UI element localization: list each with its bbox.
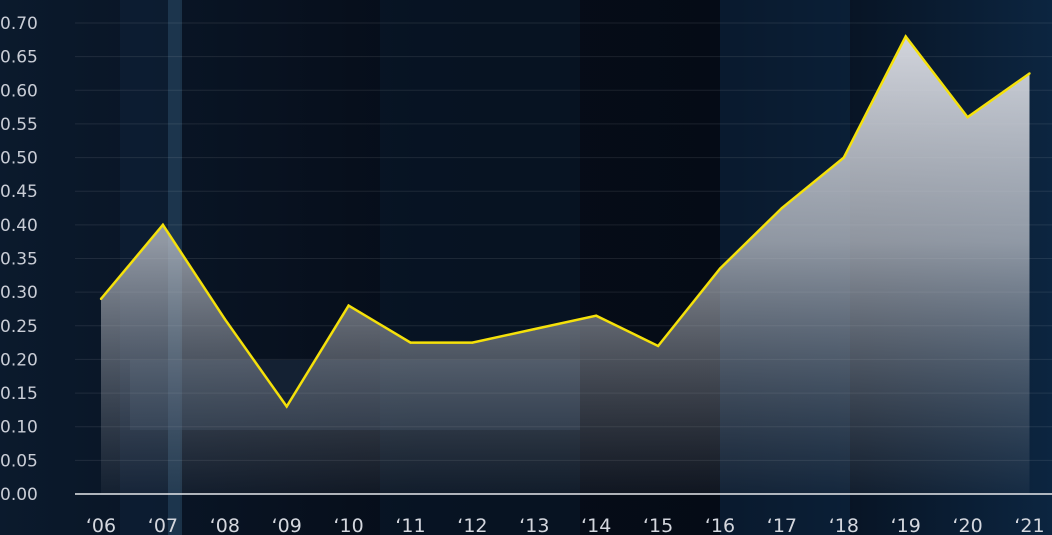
x-tick-label: ‘12 [457, 515, 487, 535]
x-tick-label: ‘11 [395, 515, 425, 535]
x-tick-label: ‘16 [705, 515, 735, 535]
x-tick-label: ‘15 [643, 515, 673, 535]
y-tick-label: 0.40 [0, 216, 38, 236]
y-tick-label: 0.10 [0, 418, 38, 438]
y-tick-label: 0.35 [0, 250, 38, 270]
data-point [595, 314, 598, 317]
x-tick-label: ‘10 [333, 515, 363, 535]
data-point [904, 35, 907, 38]
y-tick-label: 0.50 [0, 149, 38, 169]
x-tick-label: ‘06 [86, 515, 116, 535]
x-tick-label: ‘17 [767, 515, 797, 535]
y-tick-label: 0.65 [0, 48, 38, 68]
data-point [285, 405, 288, 408]
data-point [161, 223, 165, 227]
data-point [780, 206, 784, 210]
data-point [409, 341, 412, 344]
data-point [471, 341, 474, 344]
x-tick-label: ‘18 [829, 515, 859, 535]
x-tick-label: ‘07 [148, 515, 178, 535]
series-line [100, 34, 1031, 409]
data-point [223, 317, 226, 321]
data-point [99, 297, 103, 301]
y-tick-label: 0.45 [0, 182, 38, 202]
data-point [842, 156, 845, 159]
y-tick-label: 0.30 [0, 283, 38, 303]
data-point [718, 267, 722, 270]
x-tick-label: ‘13 [519, 515, 549, 535]
data-point [966, 116, 969, 119]
y-tick-label: 0.05 [0, 451, 38, 471]
x-tick-label: ‘14 [581, 515, 611, 535]
data-point [347, 304, 350, 307]
data-point [533, 327, 536, 331]
x-tick-label: ‘21 [1014, 515, 1044, 535]
x-tick-label: ‘08 [210, 515, 240, 535]
x-tick-label: ‘19 [891, 515, 921, 535]
series-area [101, 36, 1030, 494]
x-tick-label: ‘09 [272, 515, 302, 535]
data-point [656, 344, 660, 348]
y-tick-label: 0.20 [0, 350, 38, 370]
y-tick-label: 0.70 [0, 14, 38, 34]
data-point [1028, 72, 1031, 75]
y-tick-label: 0.00 [0, 485, 38, 505]
y-tick-label: 0.60 [0, 81, 38, 101]
y-tick-label: 0.55 [0, 115, 38, 135]
y-tick-label: 0.25 [0, 317, 38, 337]
x-tick-label: ‘20 [952, 515, 982, 535]
y-tick-label: 0.15 [0, 384, 38, 404]
